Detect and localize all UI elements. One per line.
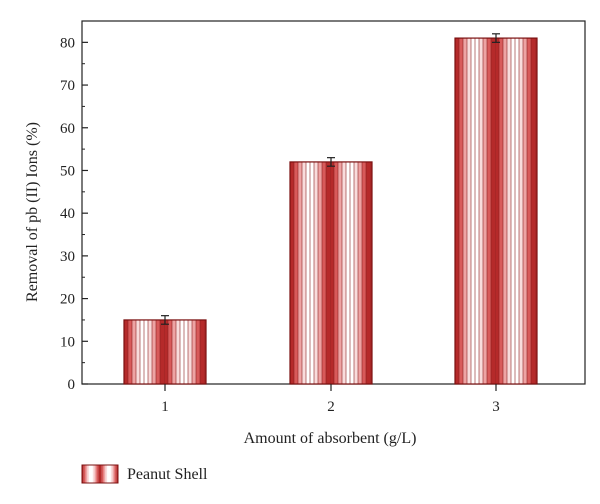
x-tick-label: 3 [492, 399, 500, 415]
legend-label: Peanut Shell [127, 466, 208, 483]
bars [123, 37, 538, 385]
y-tick-label: 40 [60, 206, 75, 222]
error-bars [161, 33, 500, 325]
y-tick-label: 0 [68, 377, 76, 393]
y-tick-label: 70 [60, 78, 75, 94]
y-tick-label: 50 [60, 163, 75, 179]
y-axis: 0 10 20 30 40 50 60 70 80 [60, 35, 88, 393]
error-bar [327, 157, 335, 167]
x-tick-label: 2 [327, 399, 335, 415]
y-axis-title: Removal of pb (II) Ions (%) [24, 122, 41, 302]
error-bar [161, 315, 169, 325]
bar [454, 37, 538, 385]
bar-group [289, 161, 373, 385]
x-axis-title: Amount of absorbent (g/L) [244, 430, 417, 447]
error-bar [492, 33, 500, 43]
bar [289, 161, 373, 385]
y-tick-label: 10 [60, 334, 75, 350]
bar-group [454, 37, 538, 385]
x-axis: 1 2 3 [161, 384, 500, 415]
x-tick-label: 1 [161, 399, 169, 415]
legend: Peanut Shell [81, 464, 208, 484]
legend-swatch [81, 464, 119, 484]
bar [123, 319, 207, 385]
y-tick-label: 80 [60, 35, 75, 51]
y-tick-label: 60 [60, 121, 75, 137]
y-tick-label: 30 [60, 249, 75, 265]
bar-group [123, 319, 207, 385]
y-tick-label: 20 [60, 292, 75, 308]
